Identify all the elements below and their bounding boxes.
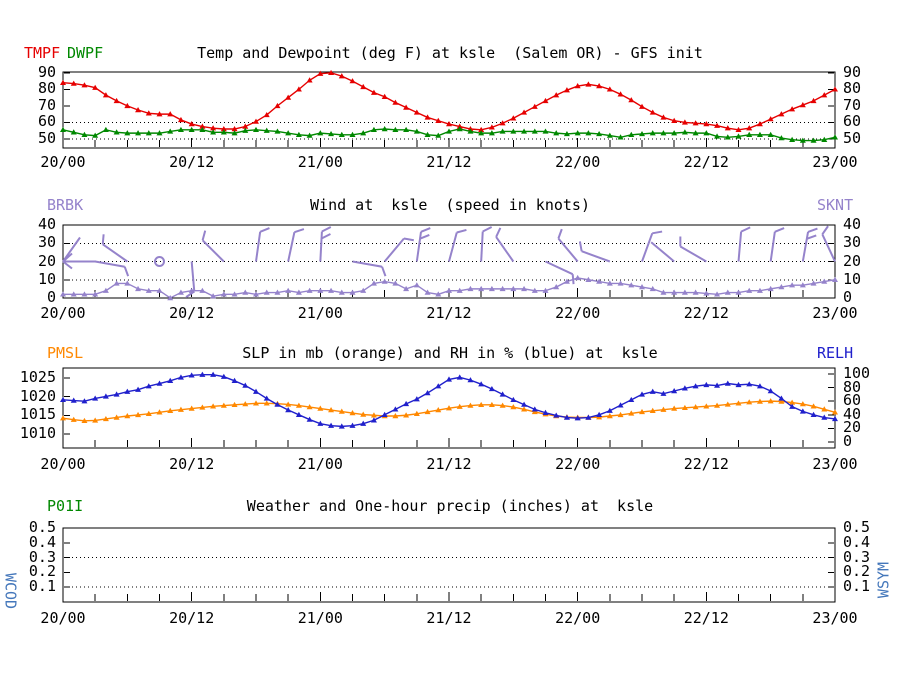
y-tick-label: 1015	[19, 405, 56, 424]
y-tick-label: 50	[37, 128, 56, 147]
x-tick-label: 21/00	[297, 455, 343, 473]
y-tick-label: 80	[37, 79, 56, 98]
x-tick-label: 20/12	[169, 455, 215, 473]
x-tick-label: 22/00	[555, 609, 601, 627]
x-tick-label: 20/00	[40, 609, 86, 627]
y-tick-label: 0.2	[843, 562, 871, 581]
x-tick-label: 20/12	[169, 153, 215, 171]
y-tick-label: 50	[843, 128, 862, 147]
y-tick-label: 90	[37, 62, 56, 81]
x-tick-label: 23/00	[812, 455, 858, 473]
y-tick-label: 0.4	[843, 532, 871, 551]
legend-brbk: BRBK	[47, 196, 84, 214]
y-tick-label: 0.4	[28, 532, 56, 551]
x-tick-label: 22/00	[555, 304, 601, 322]
panel-title-wind: Wind at ksle (speed in knots)	[310, 196, 590, 214]
y-tick-label: 1010	[19, 423, 56, 442]
legend-pmsl: PMSL	[47, 344, 84, 362]
legend-p01i: P01I	[47, 497, 84, 515]
y-tick-label: 0.5	[843, 518, 871, 536]
panel-title-temp-dew: Temp and Dewpoint (deg F) at ksle (Salem…	[197, 44, 703, 62]
y-tick-label: 0.3	[28, 547, 56, 566]
y-tick-label: 10	[843, 269, 862, 288]
x-tick-label: 21/00	[297, 153, 343, 171]
y-tick-label: 10	[37, 269, 56, 288]
x-tick-label: 21/12	[426, 609, 472, 627]
y-tick-label: 0	[46, 288, 56, 306]
y-tick-label: 80	[843, 79, 862, 98]
x-tick-label: 20/00	[40, 304, 86, 322]
side-label-wsym: WSYM	[874, 561, 893, 599]
x-tick-label: 22/00	[555, 455, 601, 473]
y-tick-label: 0.1	[28, 577, 56, 596]
y-tick-label: 0.5	[28, 518, 56, 536]
legend-tmpf: TMPF	[24, 44, 61, 62]
panel-title-precip: Weather and One-hour precip (inches) at …	[246, 497, 654, 515]
y-tick-label: 70	[843, 95, 862, 114]
y-tick-label: 1025	[19, 368, 56, 387]
y-tick-label: 20	[843, 251, 862, 270]
y-tick-label: 0	[843, 288, 853, 306]
x-tick-label: 23/00	[812, 153, 858, 171]
y-tick-label: 90	[843, 62, 862, 81]
y-tick-label: 60	[843, 391, 862, 410]
x-tick-label: 20/00	[40, 455, 86, 473]
y-tick-label: 100	[843, 363, 871, 382]
x-tick-label: 21/12	[426, 153, 472, 171]
y-tick-label: 40	[843, 215, 862, 233]
y-tick-label: 1020	[19, 386, 56, 405]
x-tick-label: 21/12	[426, 455, 472, 473]
x-tick-label: 22/12	[683, 153, 729, 171]
legend-sknt: SKNT	[817, 196, 854, 214]
y-tick-label: 20	[843, 418, 862, 437]
x-tick-label: 20/12	[169, 304, 215, 322]
legend-relh: RELH	[817, 344, 854, 362]
x-tick-label: 22/12	[683, 304, 729, 322]
side-label-wcod: WCOD	[1, 572, 20, 610]
panel-title-slp-rh: SLP in mb (orange) and RH in % (blue) at…	[242, 344, 658, 362]
x-tick-label: 21/00	[297, 609, 343, 627]
y-tick-label: 30	[37, 233, 56, 252]
y-tick-label: 0	[843, 432, 853, 450]
y-tick-label: 40	[843, 404, 862, 423]
y-tick-label: 60	[37, 112, 56, 131]
y-tick-label: 0.3	[843, 547, 871, 566]
legend-dwpf: DWPF	[67, 44, 104, 62]
x-tick-label: 23/00	[812, 304, 858, 322]
y-tick-label: 0.2	[28, 562, 56, 581]
y-tick-label: 70	[37, 95, 56, 114]
y-tick-label: 80	[843, 377, 862, 396]
x-tick-label: 22/12	[683, 609, 729, 627]
y-tick-label: 20	[37, 251, 56, 270]
x-tick-label: 22/12	[683, 455, 729, 473]
y-tick-label: 30	[843, 233, 862, 252]
x-tick-label: 22/00	[555, 153, 601, 171]
x-tick-label: 21/00	[297, 304, 343, 322]
y-tick-label: 60	[843, 112, 862, 131]
x-tick-label: 20/12	[169, 609, 215, 627]
x-tick-label: 20/00	[40, 153, 86, 171]
y-tick-label: 0.1	[843, 577, 871, 596]
y-tick-label: 40	[37, 215, 56, 233]
x-tick-label: 23/00	[812, 609, 858, 627]
x-tick-label: 21/12	[426, 304, 472, 322]
